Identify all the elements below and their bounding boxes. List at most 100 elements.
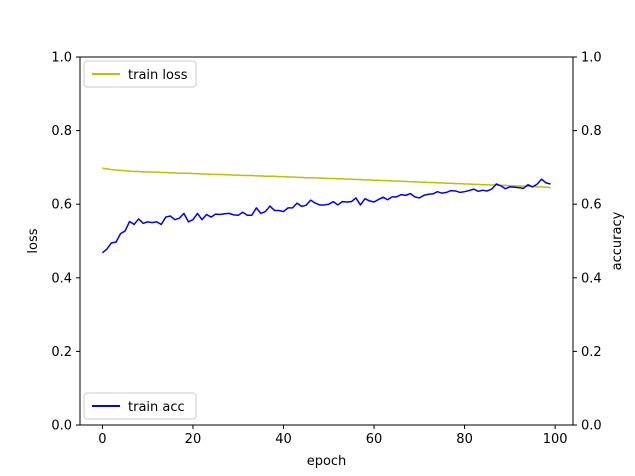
series-line (101, 178, 551, 254)
data-point (161, 224, 162, 225)
data-point (364, 179, 365, 180)
data-point (446, 183, 447, 184)
data-point (292, 207, 293, 208)
y-right-tick-label: 1.0 (581, 51, 602, 66)
data-point (401, 194, 402, 195)
data-point (541, 186, 542, 187)
data-point (269, 176, 270, 177)
data-point (423, 195, 424, 196)
data-point (215, 174, 216, 175)
data-point (111, 169, 112, 170)
data-point (287, 176, 288, 177)
data-point (419, 197, 420, 198)
y-axis-right-label: accuracy (610, 211, 625, 270)
data-point (355, 197, 356, 198)
data-point (229, 213, 230, 214)
data-point (310, 200, 311, 201)
y-right-tick-label: 0.6 (581, 198, 602, 213)
data-point (306, 205, 307, 206)
data-point (134, 171, 135, 172)
data-point (428, 182, 429, 183)
data-point (124, 170, 125, 171)
y-axis-right: 0.0 0.2 0.4 0.6 0.8 1.0 (573, 51, 602, 434)
data-point (278, 176, 279, 177)
data-point (364, 198, 365, 199)
data-point (351, 201, 352, 202)
y-right-tick-label: 0.2 (581, 345, 602, 360)
data-point (197, 173, 198, 174)
data-point (382, 180, 383, 181)
data-point (482, 184, 483, 185)
data-point (459, 192, 460, 193)
data-point (455, 190, 456, 191)
data-point (170, 172, 171, 173)
y-axis-left-label: loss (26, 228, 41, 253)
data-point (405, 181, 406, 182)
data-point (179, 173, 180, 174)
series-layer (101, 167, 551, 254)
data-point (283, 211, 284, 212)
data-point (165, 216, 166, 217)
data-point (369, 200, 370, 201)
data-point (238, 175, 239, 176)
data-point (333, 178, 334, 179)
data-point (360, 204, 361, 205)
data-point (487, 184, 488, 185)
x-tick-label: 40 (275, 432, 292, 447)
data-point (550, 183, 551, 184)
data-point (441, 193, 442, 194)
data-point (251, 215, 252, 216)
x-tick-label: 0 (98, 432, 106, 447)
data-point (278, 210, 279, 211)
data-point (351, 179, 352, 180)
data-point (124, 230, 125, 231)
data-point (527, 186, 528, 187)
data-point (138, 218, 139, 219)
data-point (473, 189, 474, 190)
data-point (545, 187, 546, 188)
data-point (315, 203, 316, 204)
data-point (265, 211, 266, 212)
y-left-tick-label: 0.4 (51, 271, 72, 286)
data-point (147, 221, 148, 222)
data-point (156, 221, 157, 222)
data-point (387, 199, 388, 200)
data-point (224, 174, 225, 175)
data-point (342, 201, 343, 202)
data-point (405, 195, 406, 196)
data-point (464, 191, 465, 192)
data-point (192, 219, 193, 220)
data-point (324, 204, 325, 205)
data-point (387, 180, 388, 181)
data-point (337, 178, 338, 179)
data-point (487, 190, 488, 191)
series-line (102, 167, 551, 189)
legend-box (83, 60, 197, 88)
axes-frame (79, 56, 574, 426)
y-left-tick-label: 0.8 (51, 124, 72, 139)
data-point (156, 172, 157, 173)
data-point (432, 182, 433, 183)
data-point (256, 207, 257, 208)
data-point (165, 172, 166, 173)
data-point (414, 181, 415, 182)
data-point (179, 218, 180, 219)
data-point (197, 213, 198, 214)
data-point (432, 193, 433, 194)
data-point (170, 215, 171, 216)
x-tick-label: 80 (456, 432, 473, 447)
data-point (346, 201, 347, 202)
data-point (428, 194, 429, 195)
data-point (260, 175, 261, 176)
data-point (419, 182, 420, 183)
data-point (410, 181, 411, 182)
x-tick-label: 60 (366, 432, 383, 447)
data-point (410, 193, 411, 194)
data-point (491, 184, 492, 185)
data-point (183, 173, 184, 174)
x-tick-label: 20 (185, 432, 202, 447)
data-point (491, 189, 492, 190)
data-point (242, 212, 243, 213)
data-point (337, 204, 338, 205)
